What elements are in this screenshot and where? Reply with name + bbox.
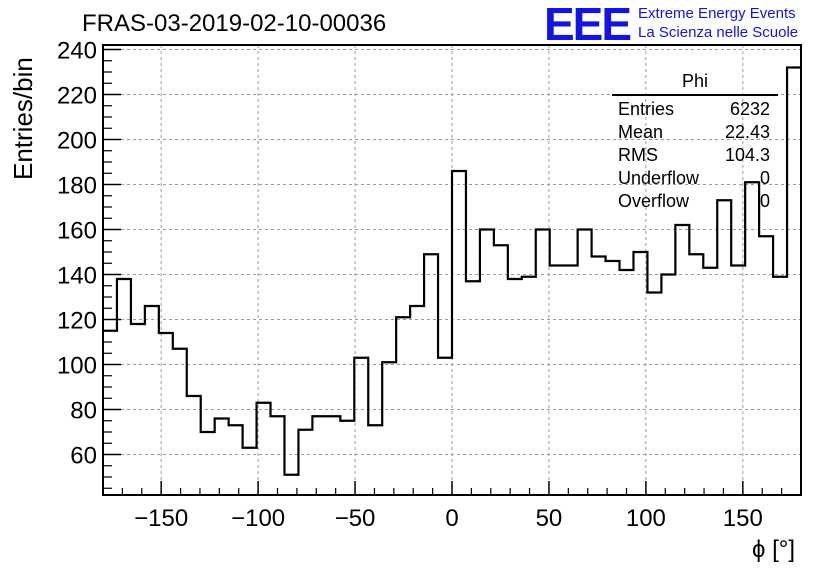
stats-value: 0 — [759, 191, 770, 211]
stats-row-overflow: Overflow 0 — [612, 190, 778, 213]
stats-row-underflow: Underflow 0 — [612, 167, 778, 190]
stats-label: Mean — [618, 122, 664, 142]
x-tick-label: −100 — [231, 505, 285, 532]
histogram-series — [103, 66, 801, 476]
y-tick-label: 160 — [57, 218, 97, 245]
x-tick-label: 100 — [626, 505, 666, 532]
y-tick-label: 200 — [57, 128, 97, 155]
y-tick-label: 180 — [57, 173, 97, 200]
plot-frame — [102, 44, 802, 496]
x-tick-label: 150 — [723, 505, 763, 532]
x-tick-label: −50 — [335, 505, 376, 532]
x-tick-label: 0 — [445, 505, 458, 532]
stats-box: Phi Entries 6232 Mean 22.43 RMS 104.3 Un… — [612, 70, 778, 213]
y-tick-label: 120 — [57, 308, 97, 335]
eee-logo: EEE Extreme Energy Events La Scienza nel… — [544, 0, 798, 50]
stats-value: 22.43 — [724, 122, 770, 142]
eee-logo-text: Extreme Energy Events La Scienza nelle S… — [638, 4, 798, 42]
stats-label: RMS — [618, 145, 658, 165]
stats-row-entries: Entries 6232 — [612, 98, 778, 121]
stats-title: Phi — [612, 70, 778, 96]
stats-label: Entries — [618, 99, 675, 119]
y-tick-label: 240 — [57, 38, 97, 65]
logo-line-2: La Scienza nelle Scuole — [638, 24, 799, 41]
stats-value: 6232 — [729, 99, 770, 119]
logo-line-1: Extreme Energy Events — [638, 5, 796, 22]
stats-row-rms: RMS 104.3 — [612, 144, 778, 167]
tick-labels: −150 −100 −50 0 50 100 150 60 80 100 120 140 160 180 2… — [57, 38, 763, 533]
y-tick-label: 220 — [57, 83, 97, 110]
chart-title: FRAS-03-2019-02-10-00036 — [82, 10, 387, 37]
y-tick-label: 140 — [57, 263, 97, 290]
x-tick-label: 50 — [536, 505, 563, 532]
y-tick-label: 100 — [57, 353, 97, 380]
x-axis-label: ϕ [°] — [752, 536, 796, 563]
axis-ticks — [102, 48, 802, 495]
y-tick-label: 80 — [70, 398, 97, 425]
stats-value: 104.3 — [724, 145, 770, 165]
y-axis-label: Entries/bin — [8, 57, 38, 180]
y-tick-label: 60 — [70, 443, 97, 470]
stats-label: Underflow — [618, 168, 700, 188]
eee-logo-mark: EEE — [544, 0, 632, 50]
stats-value: 0 — [759, 168, 770, 188]
x-tick-label: −150 — [134, 505, 188, 532]
stats-row-mean: Mean 22.43 — [612, 121, 778, 144]
stats-label: Overflow — [618, 191, 690, 211]
